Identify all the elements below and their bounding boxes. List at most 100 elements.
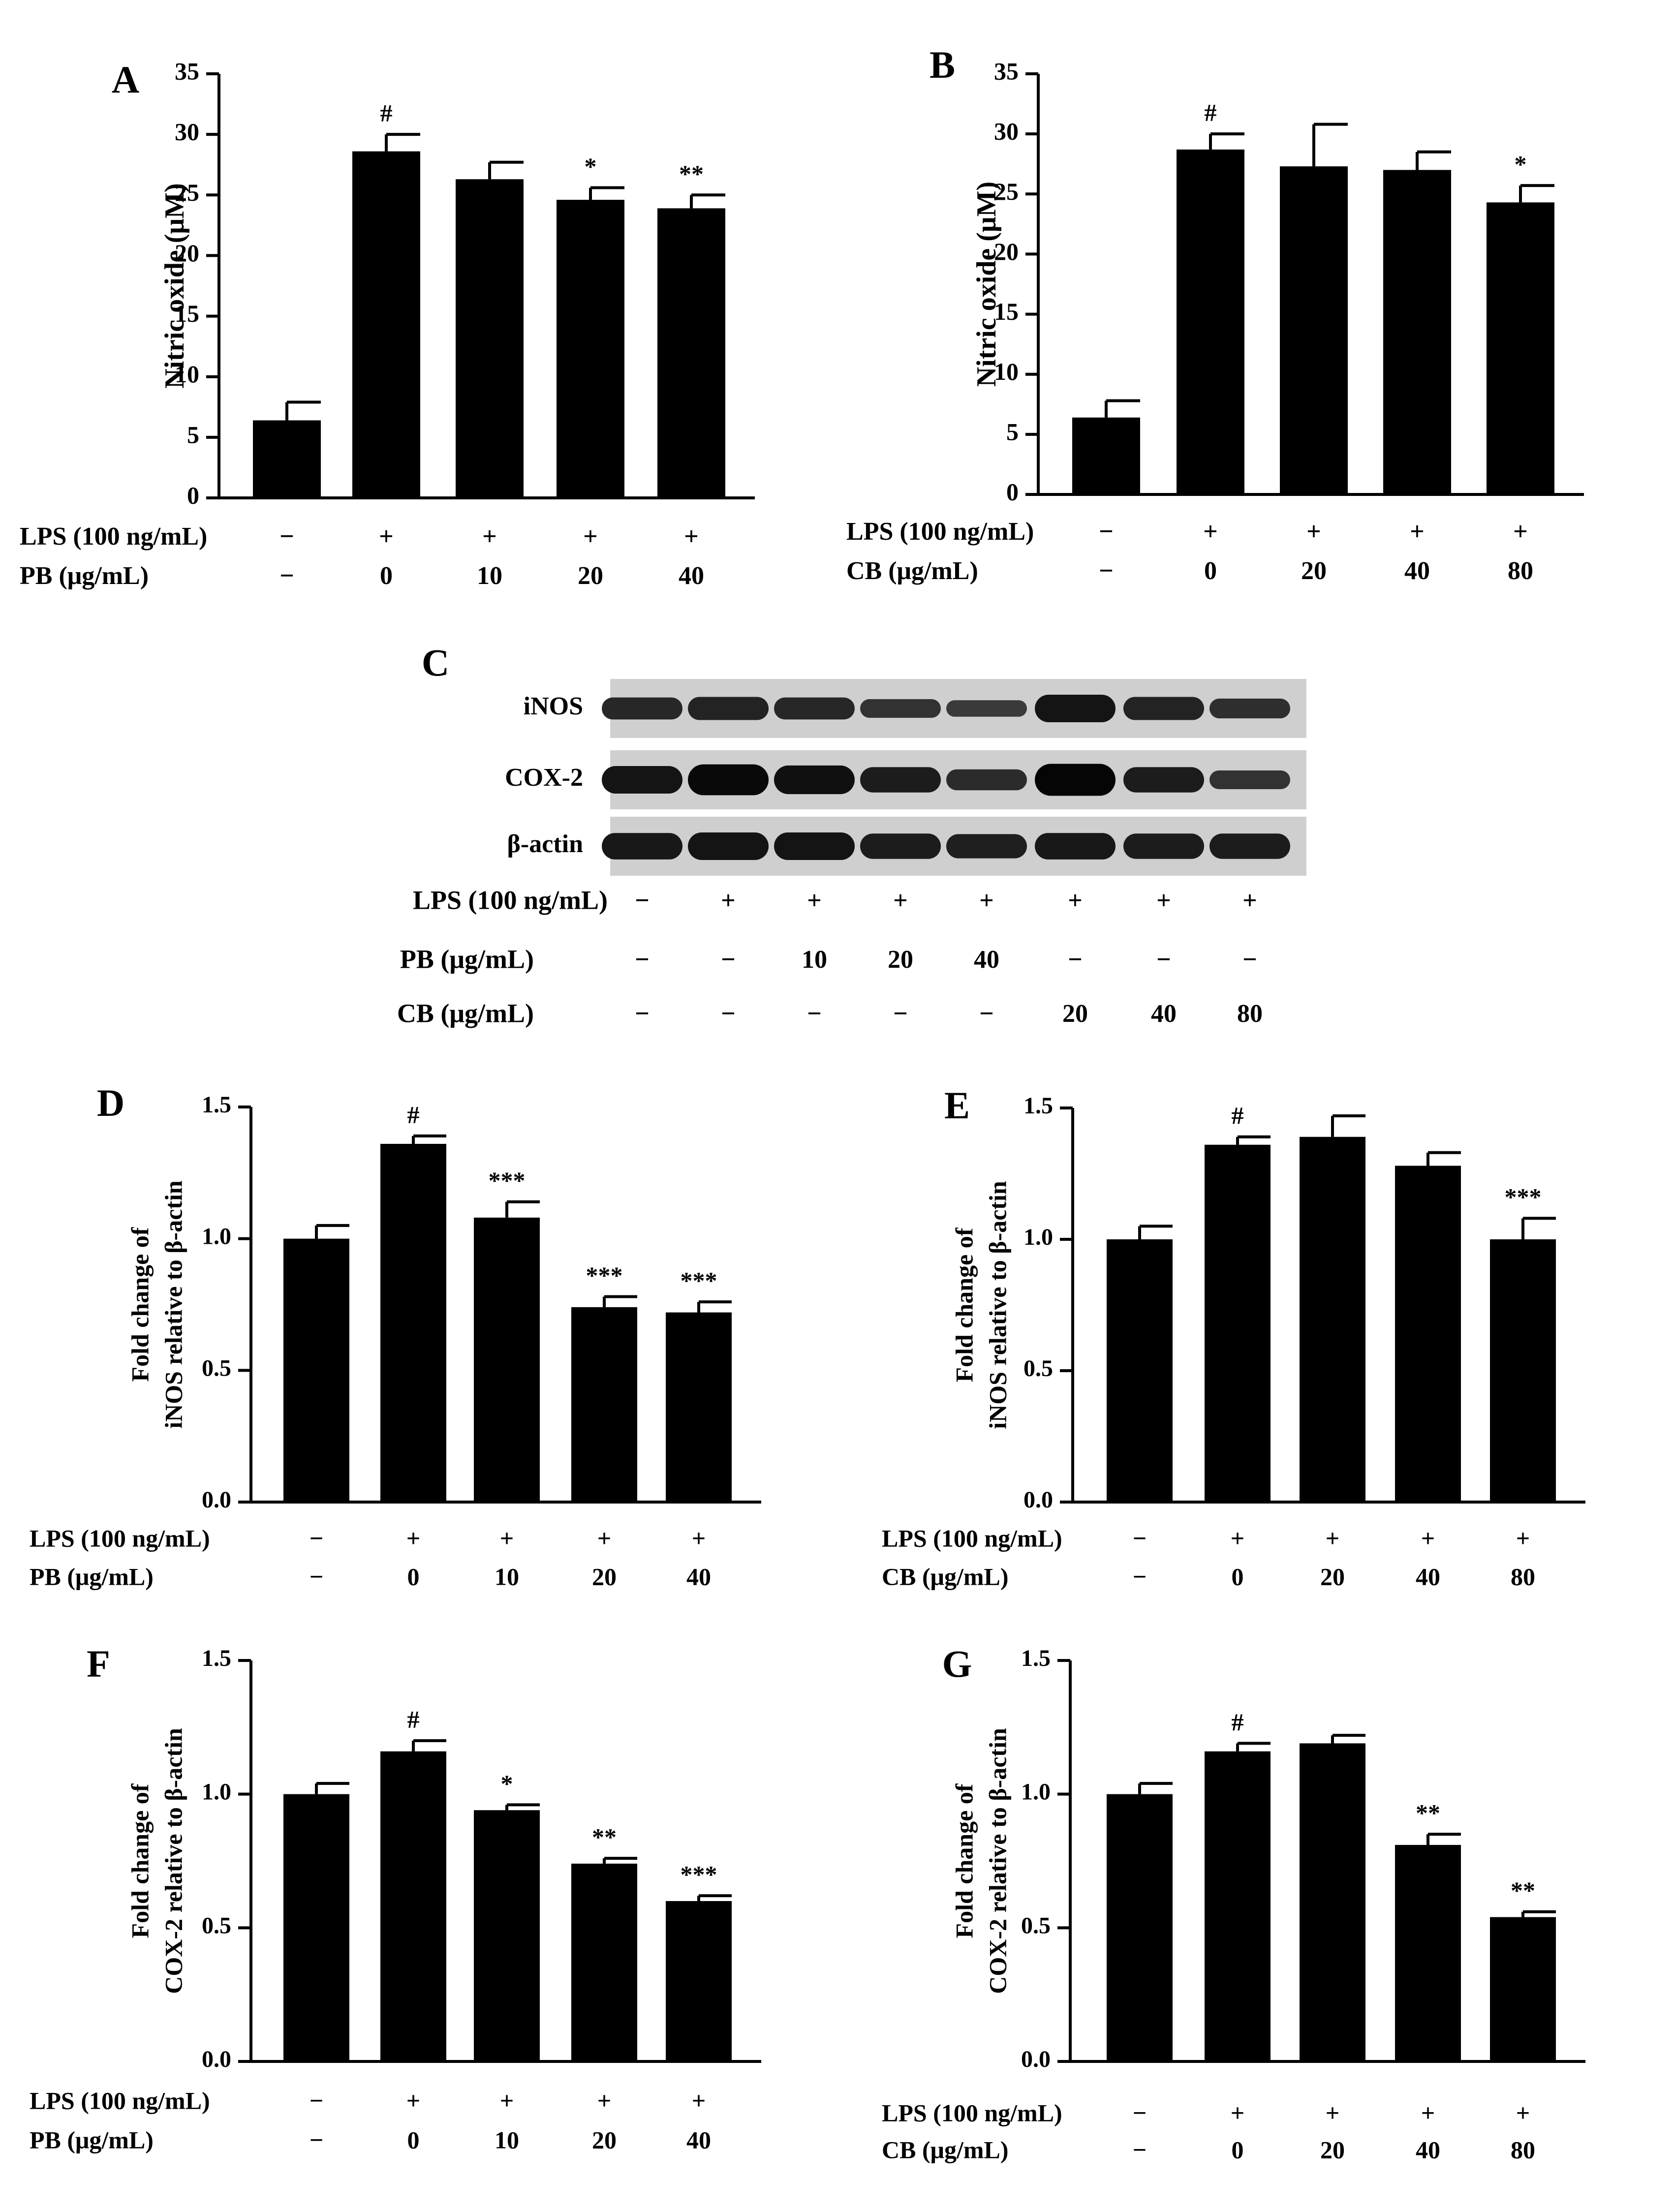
y-tick-label: 35	[994, 57, 1019, 85]
significance-mark: #	[407, 1101, 420, 1128]
dose-value: 10	[495, 1563, 519, 1590]
bar	[380, 1143, 446, 1502]
bar	[1205, 1751, 1271, 2061]
lps-value: +	[500, 1524, 514, 1552]
dose-value: 20	[1320, 1563, 1345, 1590]
lps-value: +	[1421, 2099, 1435, 2126]
blot-treatment-value: −	[721, 1000, 736, 1028]
bar	[1490, 1239, 1556, 1502]
bar	[380, 1751, 446, 2061]
dose-value: 40	[1404, 557, 1430, 585]
dose-value: 20	[578, 562, 603, 590]
y-tick-label: 20	[175, 239, 199, 267]
blot-band	[860, 833, 941, 859]
blot-band	[1035, 764, 1116, 796]
bar	[474, 1810, 540, 2061]
y-axis-title-line: Fold change of	[126, 1227, 154, 1382]
bar	[1300, 1743, 1365, 2061]
panel-label-g: G	[942, 1642, 972, 1685]
blot-treatment-value: −	[635, 1000, 650, 1028]
blot-band	[1035, 695, 1116, 722]
dose-value: −	[1099, 557, 1114, 585]
dose-value: 20	[592, 2126, 617, 2153]
lps-row-label: LPS (100 ng/mL)	[846, 518, 1034, 546]
panel-label-c: C	[422, 641, 449, 684]
dose-row-label: PB (μg/mL)	[30, 2126, 154, 2153]
significance-mark: ***	[1505, 1183, 1542, 1211]
blot-band	[860, 767, 941, 793]
bar	[1205, 1144, 1271, 1502]
blot-treatment-value: −	[1068, 946, 1083, 974]
blot-treatment-value: −	[721, 946, 736, 974]
blot-treatment-value: −	[979, 1000, 994, 1028]
bar	[1383, 170, 1451, 494]
dose-value: −	[279, 562, 294, 590]
lps-value: +	[1516, 1524, 1530, 1552]
blot-treatment-value: −	[635, 887, 650, 915]
blot-treatment-value: 10	[802, 946, 827, 974]
y-tick-label: 1.0	[202, 1779, 231, 1805]
lps-value: −	[310, 2087, 324, 2114]
dose-value: 0	[407, 1563, 420, 1590]
significance-mark: #	[1232, 1102, 1244, 1129]
blot-treatment-value: +	[1156, 887, 1171, 915]
y-tick-label: 5	[1006, 418, 1019, 445]
blot-band	[1209, 770, 1290, 789]
dose-value: 10	[495, 2126, 519, 2153]
y-tick-label: 20	[994, 238, 1019, 265]
blot-row-label: iNOS	[524, 692, 583, 720]
blot-treatment-label: PB (μg/mL)	[400, 944, 534, 974]
significance-mark: ***	[681, 1861, 717, 1888]
y-tick-label: 15	[175, 300, 199, 327]
significance-mark: *	[1515, 151, 1527, 178]
blot-treatment-value: −	[1242, 946, 1257, 974]
y-tick-label: 1.5	[202, 1092, 231, 1118]
y-tick-label: 35	[175, 57, 199, 85]
dose-value: −	[310, 1563, 324, 1590]
y-tick-label: 0.5	[202, 1912, 231, 1938]
dose-value: 80	[1511, 2136, 1535, 2163]
lps-value: +	[500, 2087, 514, 2114]
bar	[352, 151, 420, 498]
blot-treatment-value: +	[1068, 887, 1083, 915]
dose-row-label: CB (μg/mL)	[846, 557, 978, 585]
y-tick-label: 30	[994, 118, 1019, 145]
bar-chart-a: A 0 5 10 15 20 25 30 35 Nitric oxide (μM) − − # +0 +10…	[20, 57, 755, 590]
dose-value: 80	[1511, 1563, 1535, 1590]
blot-band	[946, 700, 1027, 717]
significance-mark: #	[380, 99, 393, 127]
dose-value: 40	[686, 1563, 711, 1590]
significance-mark: **	[1511, 1876, 1535, 1904]
blot-band	[688, 832, 769, 860]
blot-treatment-value: −	[893, 1000, 908, 1028]
lps-value: −	[1099, 518, 1114, 546]
blot-band	[602, 697, 682, 720]
blot-treatment-value: −	[807, 1000, 822, 1028]
lps-value: +	[1203, 518, 1218, 546]
dose-value: 0	[1232, 1563, 1244, 1590]
dose-value: 20	[1320, 2136, 1345, 2163]
bar	[666, 1901, 732, 2061]
bar	[474, 1217, 540, 1502]
dose-value: 10	[477, 562, 502, 590]
blot-treatment-value: 20	[1062, 1000, 1088, 1028]
lps-value: +	[1326, 1524, 1340, 1552]
y-tick-label: 1.0	[1021, 1779, 1051, 1805]
bar	[657, 208, 725, 498]
dose-value: −	[1133, 1563, 1147, 1590]
dose-value: 80	[1508, 557, 1533, 585]
bar-chart-g: G 0.0 0.5 1.0 1.5 Fold change of COX-2 relativ…	[882, 1642, 1585, 2163]
y-tick-label: 0.5	[202, 1355, 231, 1381]
dose-value: 20	[1301, 557, 1327, 585]
lps-value: +	[1516, 2099, 1530, 2126]
blot-treatment-value: +	[721, 887, 736, 915]
lps-row-label: LPS (100 ng/mL)	[882, 2099, 1062, 2126]
blot-band	[1123, 833, 1204, 859]
y-tick-label: 15	[994, 298, 1019, 325]
dose-value: 0	[1232, 2136, 1244, 2163]
y-tick-label: 25	[994, 178, 1019, 205]
y-tick-label: 5	[187, 421, 199, 448]
bar	[456, 179, 524, 498]
y-tick-label: 25	[175, 179, 199, 206]
